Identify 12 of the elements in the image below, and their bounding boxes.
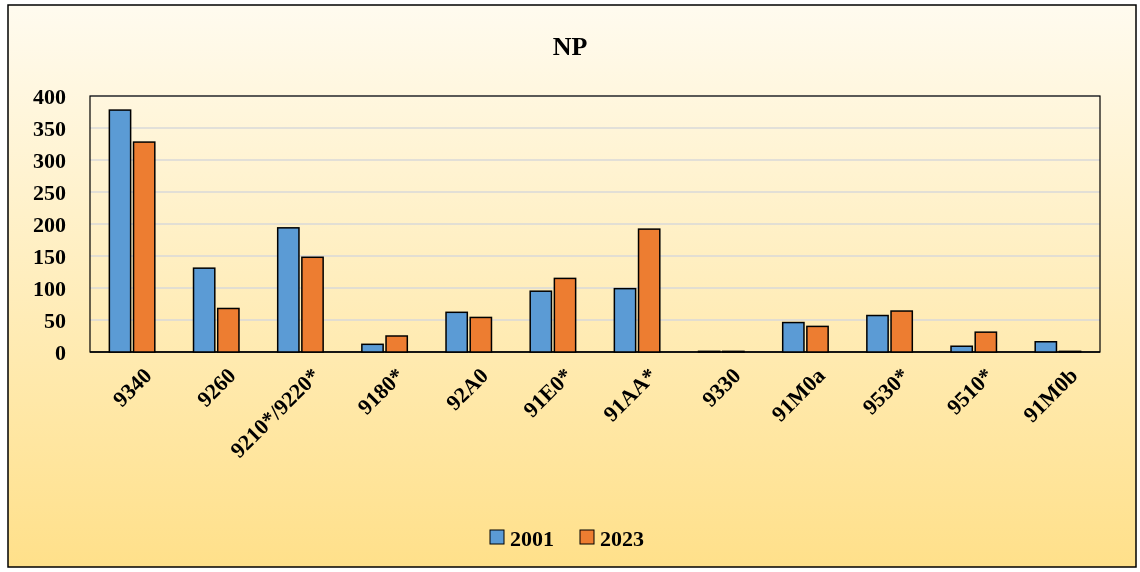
y-tick-label: 400 <box>33 83 66 109</box>
y-tick-label: 200 <box>33 211 66 237</box>
y-tick-label: 300 <box>33 147 66 173</box>
y-tick-label: 150 <box>33 243 66 269</box>
legend-label: 2001 <box>510 525 554 551</box>
y-tick-label: 0 <box>55 339 66 365</box>
y-tick-label: 100 <box>33 275 66 301</box>
chart-title: NP <box>552 32 588 61</box>
y-tick-label: 50 <box>44 307 66 333</box>
legend-label: 2023 <box>600 525 644 551</box>
y-tick-label: 250 <box>33 179 66 205</box>
y-tick-label: 350 <box>33 115 66 141</box>
